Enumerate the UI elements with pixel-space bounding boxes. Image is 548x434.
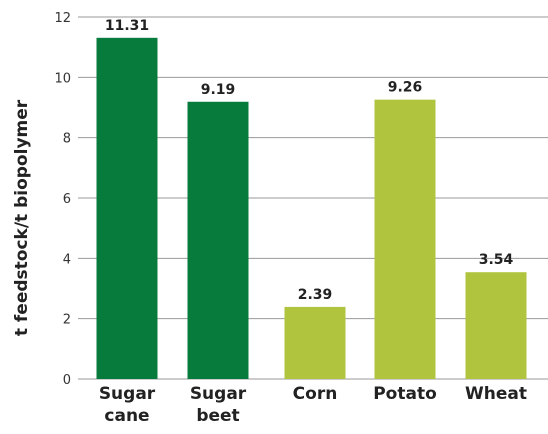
data-label: 9.26 [388, 80, 423, 96]
bar [284, 306, 346, 379]
data-label: 9.19 [201, 82, 236, 98]
category-label: Sugar [190, 384, 247, 404]
category-label: Potato [373, 384, 437, 404]
y-axis-tick-labels: 0 2 4 6 8 10 12 [54, 11, 71, 388]
y-tick-label: 12 [54, 11, 71, 26]
y-tick-label: 2 [63, 313, 71, 328]
data-label: 3.54 [479, 252, 514, 268]
bar [187, 101, 249, 379]
category-label: Corn [293, 384, 338, 404]
y-tick-label: 8 [63, 132, 71, 147]
bar [96, 37, 158, 379]
category-label: beet [196, 406, 239, 426]
category-label: Sugar [99, 384, 156, 404]
y-tick-label: 4 [63, 252, 71, 267]
data-label: 2.39 [298, 287, 333, 303]
bar [374, 99, 436, 379]
bar [465, 272, 527, 379]
category-label: Wheat [465, 384, 527, 404]
y-tick-label: 6 [63, 192, 71, 207]
bars [96, 37, 527, 379]
data-label: 11.31 [105, 18, 149, 34]
data-labels: 11.31 9.19 2.39 9.26 3.54 [105, 18, 514, 303]
category-label: cane [104, 406, 149, 426]
y-tick-label: 10 [54, 71, 71, 86]
y-tick-label: 0 [63, 373, 71, 388]
y-axis-label: t feedstock/t biopolymer [12, 99, 32, 336]
